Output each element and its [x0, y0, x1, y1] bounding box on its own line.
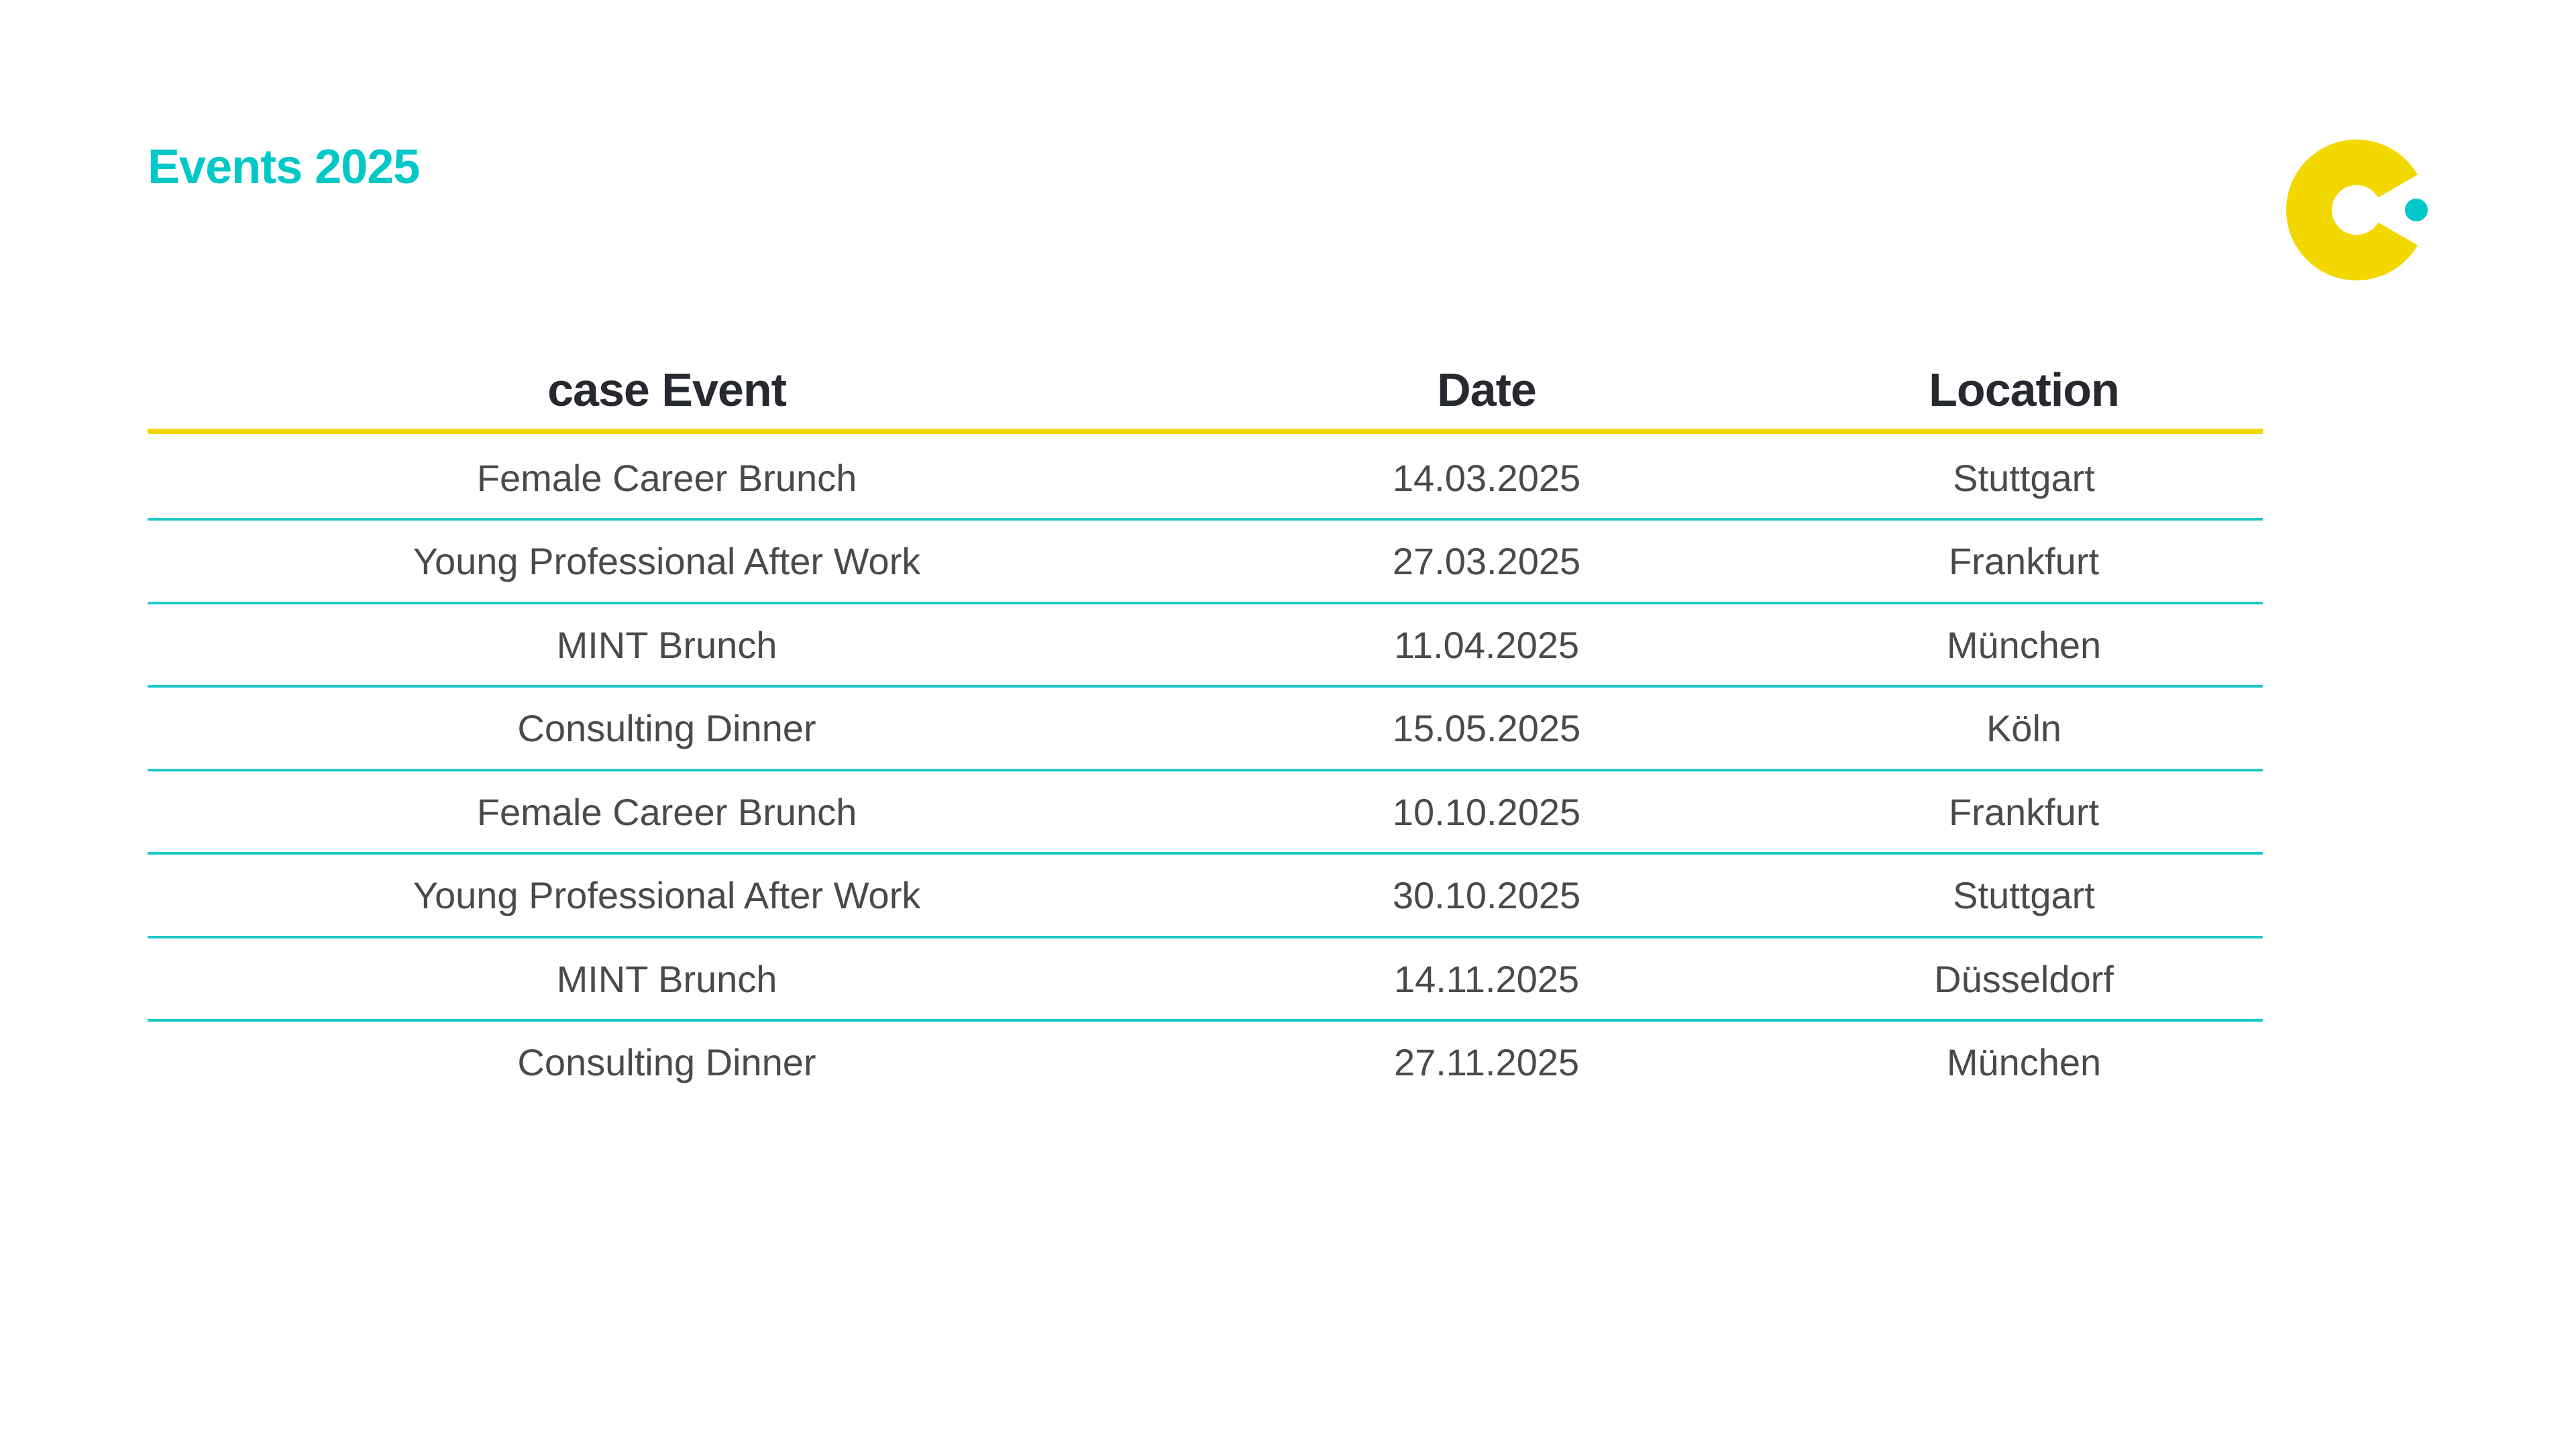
location-cell: Köln	[1986, 707, 2062, 749]
location-cell: Frankfurt	[1948, 790, 2100, 833]
table-header-row: case Event Date Location	[148, 350, 2263, 434]
date-cell: 27.11.2025	[1393, 1041, 1580, 1083]
page-title: Events 2025	[148, 140, 420, 194]
event-cell: Female Career Brunch	[476, 456, 857, 499]
table-row: Young Professional After Work 27.03.2025 F…	[148, 521, 2263, 604]
event-cell: Young Professional After Work	[413, 540, 921, 582]
event-cell: Female Career Brunch	[476, 790, 857, 833]
table-row: Consulting Dinner 27.11.2025 München	[148, 1022, 2263, 1103]
table-row: MINT Brunch 11.04.2025 München	[148, 604, 2263, 688]
table-row: Consulting Dinner 15.05.2025 Köln	[148, 688, 2263, 771]
event-cell: Consulting Dinner	[517, 1041, 816, 1083]
date-cell: 27.03.2025	[1392, 540, 1581, 582]
event-cell: MINT Brunch	[556, 623, 777, 666]
date-cell: 30.10.2025	[1392, 874, 1581, 916]
location-cell: München	[1946, 1041, 2102, 1083]
date-cell: 14.03.2025	[1392, 456, 1581, 499]
date-cell: 11.04.2025	[1393, 623, 1580, 666]
table-row: Young Professional After Work 30.10.2025 S…	[148, 855, 2263, 938]
location-cell: München	[1946, 623, 2102, 666]
date-cell: 14.11.2025	[1393, 957, 1580, 1000]
table-row: Female Career Brunch 10.10.2025 Frankfurt	[148, 771, 2263, 855]
header-date: Date	[1437, 363, 1537, 416]
header-event: case Event	[547, 363, 787, 416]
header-location: Location	[1929, 363, 2120, 416]
table-row: Female Career Brunch 14.03.2025 Stuttgart	[148, 437, 2263, 521]
date-cell: 10.10.2025	[1392, 790, 1581, 833]
event-cell: MINT Brunch	[556, 957, 777, 1000]
table-row: MINT Brunch 14.11.2025 Düsseldorf	[148, 938, 2263, 1022]
date-cell: 15.05.2025	[1392, 707, 1581, 749]
location-cell: Düsseldorf	[1934, 957, 2114, 1000]
location-cell: Frankfurt	[1948, 540, 2100, 582]
event-cell: Young Professional After Work	[413, 874, 921, 916]
location-cell: Stuttgart	[1953, 456, 2095, 499]
case-logo-icon	[2286, 140, 2428, 280]
event-cell: Consulting Dinner	[517, 707, 816, 749]
location-cell: Stuttgart	[1953, 874, 2095, 916]
